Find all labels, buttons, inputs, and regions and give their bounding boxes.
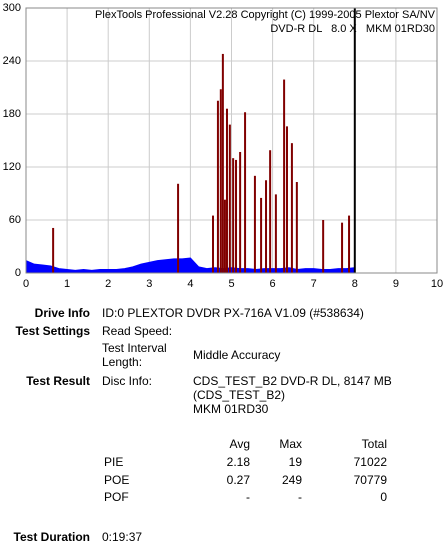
poe-spike (341, 222, 344, 273)
table-cell: - (246, 490, 250, 504)
poe-spike (244, 112, 247, 273)
poe-spike (274, 194, 277, 273)
poe-spike (253, 175, 256, 273)
poe-spike (52, 227, 55, 273)
poe-spike (232, 158, 235, 273)
poe-spike (212, 215, 215, 273)
value: Middle Accuracy (193, 348, 281, 362)
poe-spike (265, 180, 268, 273)
table-cell: PIE (104, 455, 124, 469)
poe-spike (269, 150, 272, 273)
table-cell: Total (361, 437, 387, 451)
poe-spike (239, 151, 242, 273)
x-tick-label: 8 (352, 278, 358, 290)
table-cell: POE (104, 472, 130, 487)
poe-spike (260, 197, 263, 273)
table-cell: 0.27 (226, 472, 250, 487)
label: Drive Info (34, 306, 90, 320)
value: CDS_TEST_B2 DVD-R DL, 8147 MB (193, 374, 392, 388)
label: Test Duration (13, 530, 90, 544)
y-tick-label: 0 (15, 267, 21, 279)
plot-border (25, 7, 438, 274)
table-cell: 70779 (353, 472, 387, 487)
poe-spike (322, 220, 325, 273)
poe-spike (228, 124, 231, 273)
table-cell: 249 (281, 472, 302, 487)
y-tick-label: 180 (3, 108, 21, 120)
poe-spike (235, 159, 238, 273)
value: Test Interval Length: (102, 341, 167, 369)
table-cell: 0 (380, 490, 387, 504)
table-cell: POF (104, 490, 129, 504)
x-tick-label: 2 (105, 278, 111, 290)
value: Read Speed: (102, 324, 173, 338)
y-tick-label: 240 (3, 55, 21, 67)
table-cell: Avg (229, 437, 250, 451)
table-cell: 71022 (353, 455, 387, 469)
pie-area (25, 257, 356, 274)
x-tick-label: 6 (270, 278, 276, 290)
table-cell: - (298, 490, 302, 504)
x-tick-label: 10 (431, 278, 443, 290)
value: Disc Info: (102, 374, 153, 388)
chart: 0 60 120 180 240 300 0 1 2 3 4 5 6 7 8 9 10 PlexTools Pro… (3, 2, 443, 290)
table-cell: 2.18 (226, 455, 250, 469)
value: ID:0 PLEXTOR DVDR PX-716A V1.09 (#538634… (102, 306, 364, 320)
x-tick-label: 5 (228, 278, 234, 290)
poe-spike (348, 215, 351, 273)
x-tick-label: 1 (64, 278, 70, 290)
poe-spike (219, 89, 222, 274)
watermark: PlexTools Professional V2.28 Copyright (… (95, 9, 436, 21)
y-tick-label: 120 (3, 161, 21, 173)
x-tick-label: 4 (187, 278, 193, 290)
poe-spike (283, 79, 286, 273)
value: (CDS_TEST_B2) (193, 388, 286, 402)
poe-spike (225, 108, 228, 273)
y-tick-label: 60 (9, 214, 21, 226)
label: Test Result (26, 374, 90, 388)
poe-spike (221, 53, 224, 273)
table-cell: 19 (288, 455, 302, 469)
value: 0:19:37 (102, 530, 143, 544)
value: MKM 01RD30 (193, 402, 269, 416)
x-tick-label: 9 (393, 278, 399, 290)
x-tick-label: 3 (146, 278, 152, 290)
poe-spike (216, 100, 219, 273)
label: Test Settings (15, 324, 90, 338)
x-tick-label: 0 (23, 278, 29, 290)
poe-spike (295, 182, 298, 273)
y-tick-label: 300 (3, 2, 21, 14)
watermark: DVD-R DL 8.0 X MKM 01RD30 (270, 23, 435, 35)
poe-spike (223, 199, 226, 273)
table-cell: Max (279, 437, 302, 451)
poe-spike (177, 183, 180, 273)
poe-spike (290, 143, 293, 273)
poe-spike (285, 126, 288, 273)
x-tick-label: 7 (311, 278, 317, 290)
